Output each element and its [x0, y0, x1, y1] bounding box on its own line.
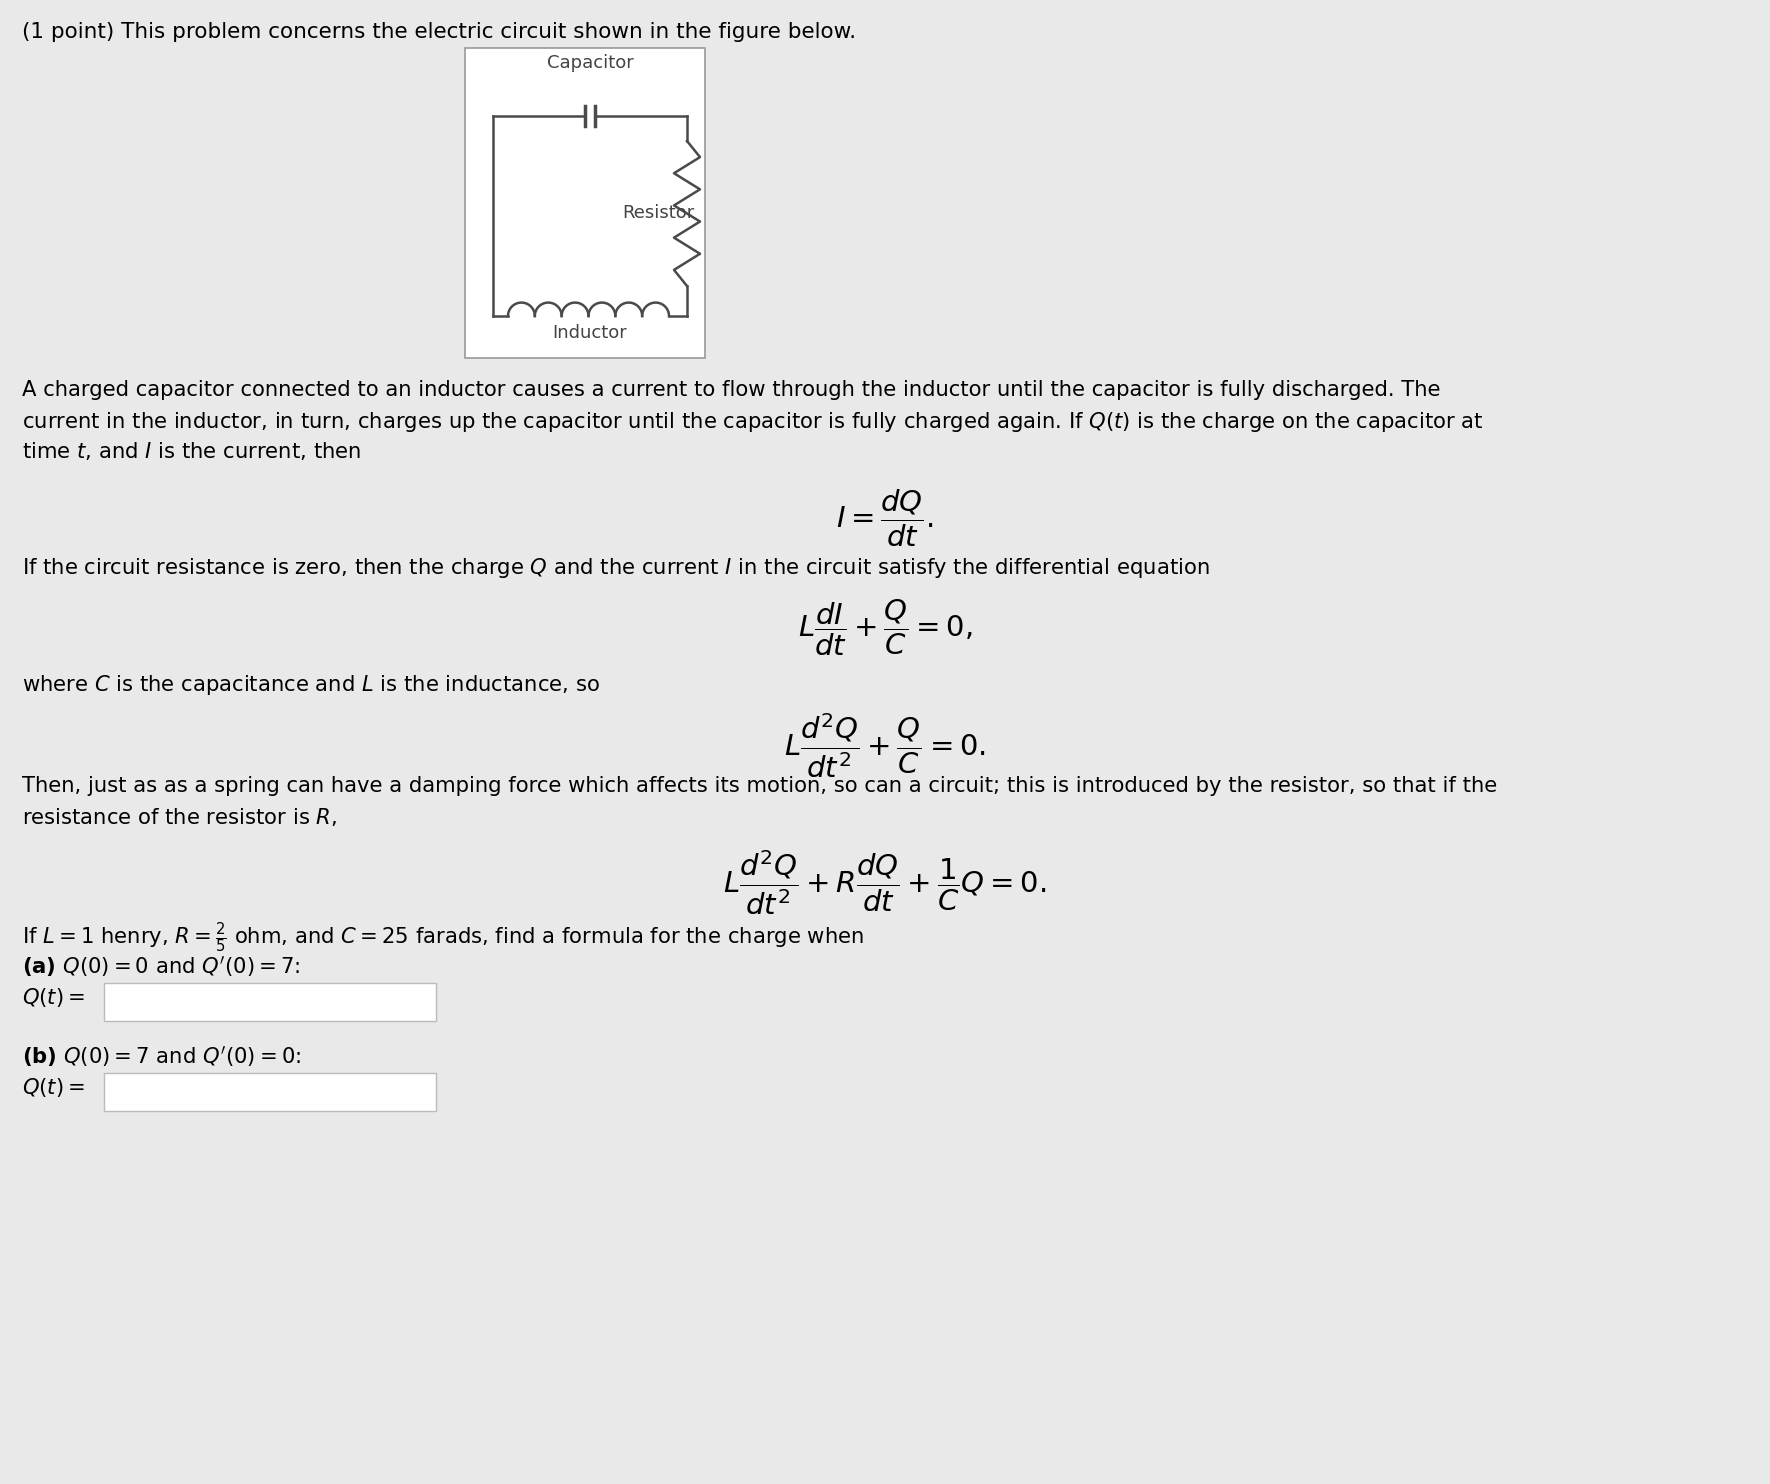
Text: Inductor: Inductor	[552, 324, 627, 341]
Text: $\mathbf{(a)}\ Q(0) = 0$ and $Q'(0) = 7$:: $\mathbf{(a)}\ Q(0) = 0$ and $Q'(0) = 7$…	[21, 954, 301, 979]
Text: where $C$ is the capacitance and $L$ is the inductance, so: where $C$ is the capacitance and $L$ is …	[21, 674, 600, 697]
Text: $L\dfrac{dI}{dt} + \dfrac{Q}{C} = 0,$: $L\dfrac{dI}{dt} + \dfrac{Q}{C} = 0,$	[798, 598, 972, 657]
Text: $L\dfrac{d^2Q}{dt^2} + \dfrac{Q}{C} = 0.$: $L\dfrac{d^2Q}{dt^2} + \dfrac{Q}{C} = 0.…	[784, 711, 986, 781]
Text: Then, just as as a spring can have a damping force which affects its motion, so : Then, just as as a spring can have a dam…	[21, 776, 1497, 795]
Text: current in the inductor, in turn, charges up the capacitor until the capacitor i: current in the inductor, in turn, charge…	[21, 410, 1483, 433]
Text: (1 point) This problem concerns the electric circuit shown in the figure below.: (1 point) This problem concerns the elec…	[21, 22, 857, 42]
Text: If the circuit resistance is zero, then the charge $Q$ and the current $I$ in th: If the circuit resistance is zero, then …	[21, 556, 1209, 580]
FancyBboxPatch shape	[104, 1073, 435, 1112]
Text: If $L = 1$ henry, $R = \frac{2}{5}$ ohm, and $C = 25$ farads, find a formula for: If $L = 1$ henry, $R = \frac{2}{5}$ ohm,…	[21, 920, 864, 954]
FancyBboxPatch shape	[466, 47, 704, 358]
FancyBboxPatch shape	[104, 982, 435, 1021]
Text: time $t$, and $I$ is the current, then: time $t$, and $I$ is the current, then	[21, 439, 361, 462]
Text: $L\dfrac{d^2Q}{dt^2} + R\dfrac{dQ}{dt} + \dfrac{1}{C}Q = 0.$: $L\dfrac{d^2Q}{dt^2} + R\dfrac{dQ}{dt} +…	[724, 847, 1046, 917]
Text: $Q(t) = $: $Q(t) = $	[21, 1076, 85, 1100]
Text: $I = \dfrac{dQ}{dt}.$: $I = \dfrac{dQ}{dt}.$	[835, 488, 935, 549]
Text: $\mathbf{(b)}\ Q(0) = 7$ and $Q'(0) = 0$:: $\mathbf{(b)}\ Q(0) = 7$ and $Q'(0) = 0$…	[21, 1045, 301, 1068]
Text: resistance of the resistor is $R$,: resistance of the resistor is $R$,	[21, 806, 336, 828]
Text: Resistor: Resistor	[621, 205, 694, 223]
Text: Capacitor: Capacitor	[547, 53, 634, 73]
Text: $Q(t) = $: $Q(t) = $	[21, 985, 85, 1009]
Text: A charged capacitor connected to an inductor causes a current to flow through th: A charged capacitor connected to an indu…	[21, 380, 1441, 401]
